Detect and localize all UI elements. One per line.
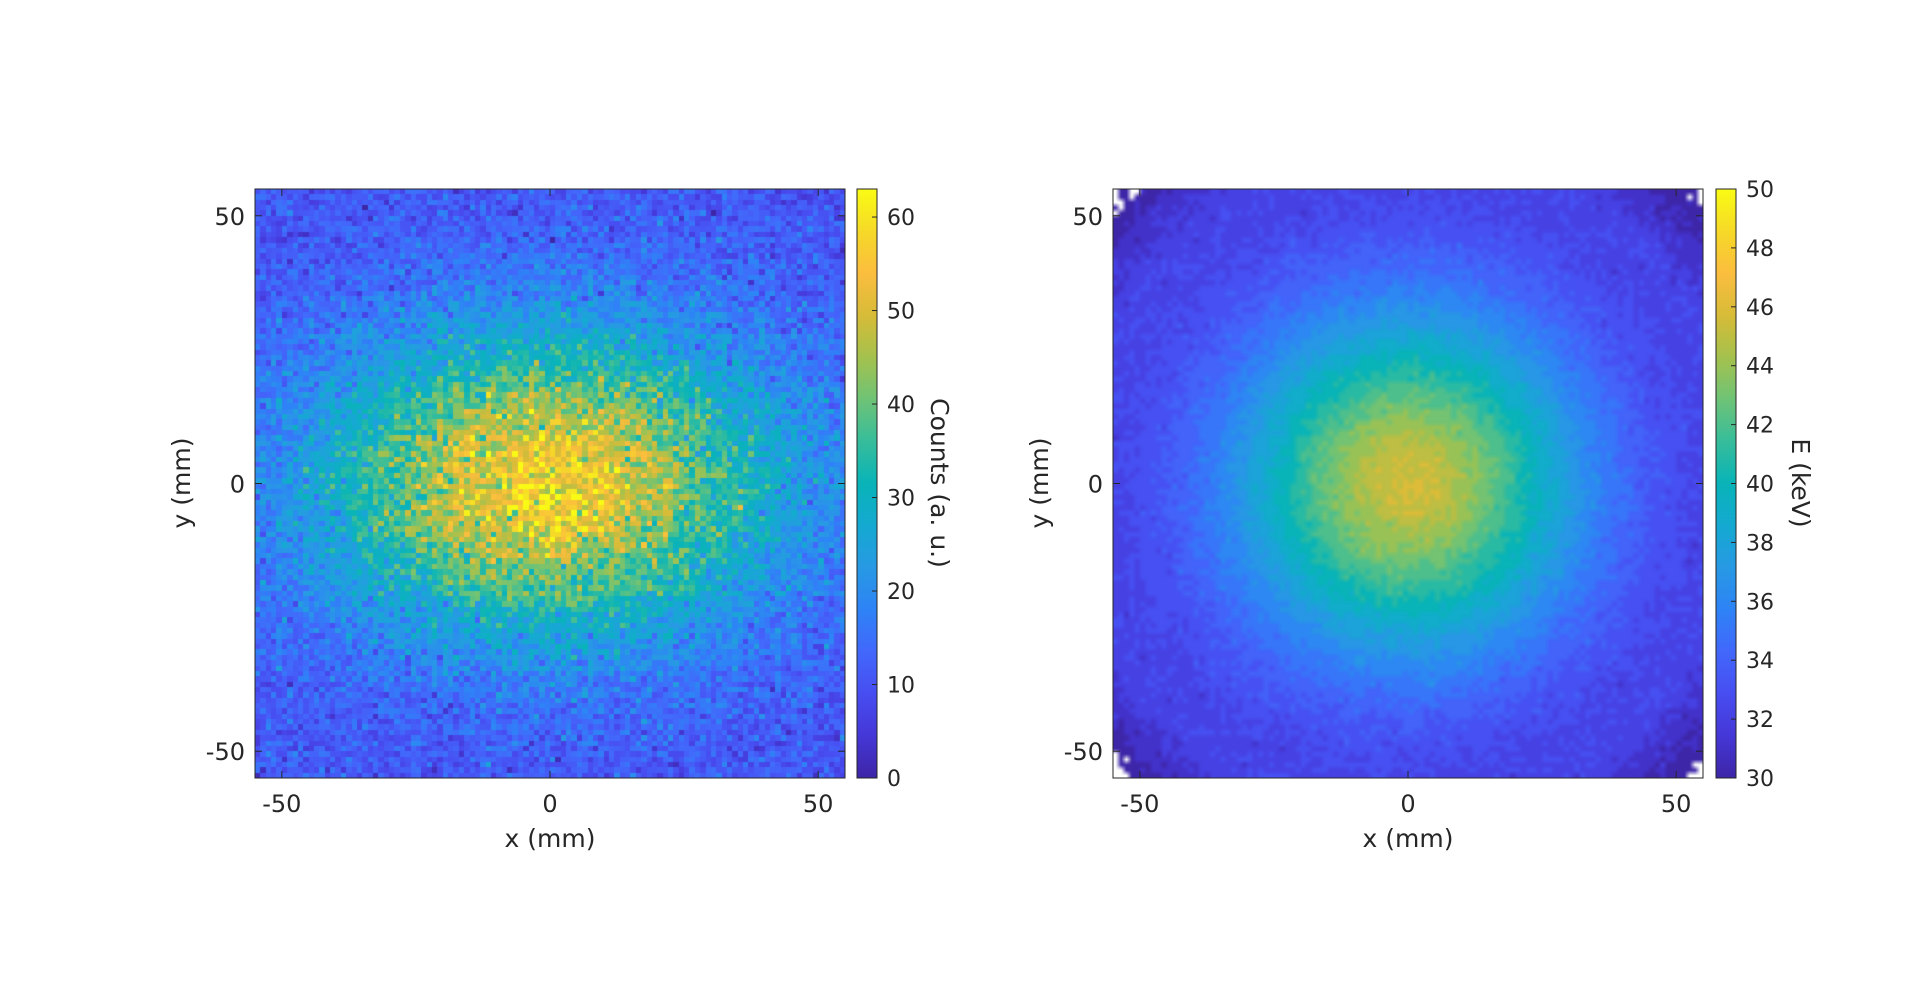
x-tick-label: -50	[1120, 790, 1159, 818]
energy-colorbar-ticks: 30 32 34 36 38 40 42 44 46 48 50	[1731, 178, 1774, 792]
counts-heatmap-image	[255, 189, 845, 778]
counts-colorbar-label: Counts (a. u.)	[925, 398, 954, 568]
x-tick-label: -50	[262, 790, 301, 818]
colorbar-tick-label: 20	[887, 580, 915, 605]
energy-x-axis-label: x (mm)	[1363, 824, 1454, 853]
y-tick-label: 50	[1072, 203, 1103, 231]
colorbar-tick-label: 50	[887, 300, 915, 325]
colorbar-tick-label: 34	[1746, 649, 1774, 674]
colorbar-tick-label: 42	[1746, 414, 1774, 439]
counts-colorbar-ticks: 0 10 20 30 40 50 60	[872, 206, 915, 792]
colorbar-tick-label: 50	[1746, 178, 1774, 203]
colorbar-tick-label: 48	[1746, 237, 1774, 262]
x-tick-label: 50	[803, 790, 834, 818]
energy-y-axis-label: y (mm)	[1025, 438, 1054, 529]
x-tick-label: 0	[1400, 790, 1415, 818]
colorbar-tick-label: 46	[1746, 296, 1774, 321]
colorbar-tick-label: 38	[1746, 531, 1774, 556]
counts-heatmap-panel: -50 0 50 -50 0 50 x (mm) y (mm) 0 10 20 30 40 50 60…	[167, 188, 954, 853]
colorbar-tick-label: 60	[887, 206, 915, 231]
counts-x-axis-label: x (mm)	[505, 824, 596, 853]
energy-colorbar-label: E (keV)	[1786, 438, 1815, 527]
colorbar-tick-label: 30	[1746, 767, 1774, 792]
colorbar-tick-label: 30	[887, 487, 915, 512]
energy-axis-ticks: -50 0 50 -50 0 50	[1064, 189, 1703, 818]
colorbar-tick-label: 44	[1746, 355, 1774, 380]
colorbar-tick-label: 40	[887, 393, 915, 418]
counts-colorbar-frame	[856, 188, 878, 779]
y-tick-label: 0	[1088, 471, 1103, 499]
y-tick-label: 50	[214, 203, 245, 231]
x-tick-label: 50	[1661, 790, 1692, 818]
x-tick-label: 0	[542, 790, 557, 818]
counts-axis-ticks: -50 0 50 -50 0 50	[206, 189, 845, 818]
y-tick-label: -50	[1064, 738, 1103, 766]
colorbar-tick-label: 0	[887, 767, 901, 792]
counts-y-axis-label: y (mm)	[167, 438, 196, 529]
colorbar-tick-label: 32	[1746, 708, 1774, 733]
energy-heatmap-image	[1113, 189, 1703, 778]
colorbar-tick-label: 40	[1746, 473, 1774, 498]
y-tick-label: -50	[206, 738, 245, 766]
energy-colorbar-gradient	[1716, 189, 1736, 778]
energy-colorbar: 30 32 34 36 38 40 42 44 46 48 50 E (keV)	[1715, 178, 1815, 792]
y-tick-label: 0	[230, 471, 245, 499]
colorbar-tick-label: 36	[1746, 590, 1774, 615]
counts-colorbar-gradient	[857, 189, 877, 778]
counts-colorbar: 0 10 20 30 40 50 60 Counts (a. u.)	[856, 188, 954, 792]
energy-heatmap-panel: -50 0 50 -50 0 50 x (mm) y (mm) 30 32 34 36 38 40 4…	[1025, 178, 1815, 853]
colorbar-tick-label: 10	[887, 674, 915, 699]
